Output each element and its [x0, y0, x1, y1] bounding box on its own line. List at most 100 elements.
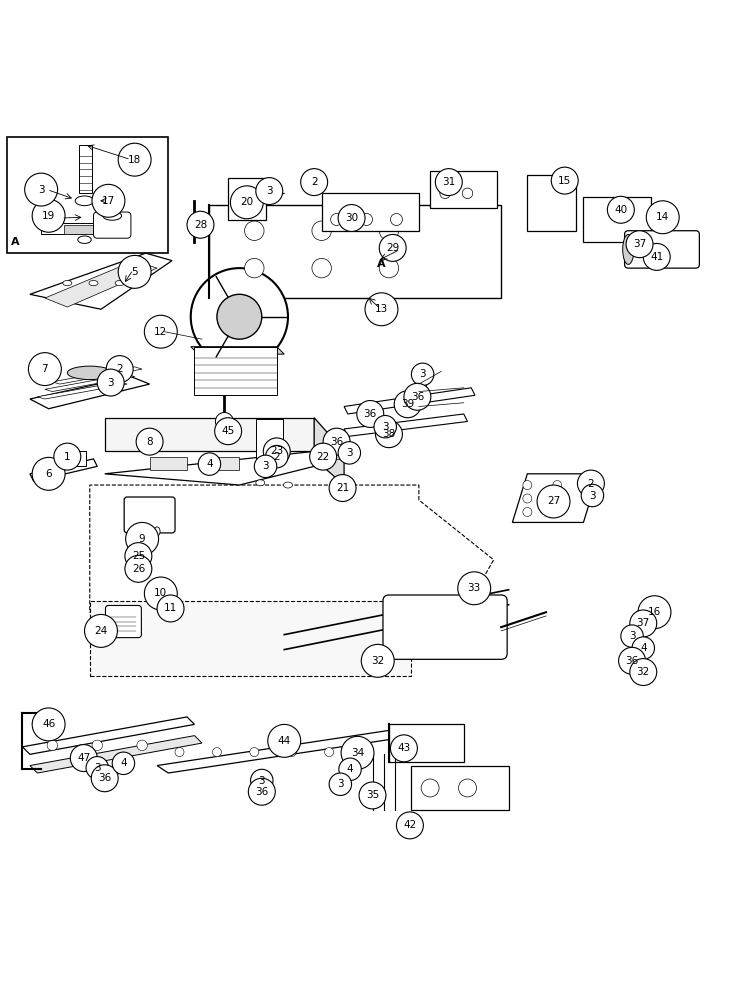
Text: 22: 22 — [316, 452, 330, 462]
Text: 30: 30 — [345, 213, 358, 223]
Text: 36: 36 — [98, 773, 111, 783]
Circle shape — [577, 470, 604, 497]
Circle shape — [362, 748, 371, 757]
Circle shape — [266, 445, 288, 468]
Circle shape — [157, 595, 184, 622]
Circle shape — [215, 418, 242, 445]
Ellipse shape — [67, 366, 112, 380]
Circle shape — [630, 610, 657, 637]
Text: 41: 41 — [650, 252, 663, 262]
Circle shape — [32, 457, 65, 490]
Circle shape — [310, 443, 337, 470]
Circle shape — [638, 596, 671, 629]
Circle shape — [97, 369, 124, 396]
Circle shape — [553, 507, 562, 516]
Text: A: A — [377, 259, 386, 269]
Circle shape — [125, 555, 152, 582]
FancyBboxPatch shape — [124, 497, 175, 533]
Circle shape — [435, 169, 462, 196]
Circle shape — [619, 647, 646, 674]
Text: 3: 3 — [263, 461, 269, 471]
Text: 17: 17 — [102, 196, 115, 206]
Polygon shape — [322, 193, 419, 231]
Circle shape — [54, 443, 81, 470]
Ellipse shape — [78, 236, 91, 243]
Circle shape — [523, 494, 532, 503]
Circle shape — [245, 221, 264, 240]
Polygon shape — [344, 388, 475, 414]
Text: 27: 27 — [547, 496, 560, 506]
Text: 4: 4 — [640, 643, 646, 653]
Text: 28: 28 — [194, 220, 207, 230]
Circle shape — [646, 201, 679, 234]
Text: 36: 36 — [330, 437, 343, 447]
Circle shape — [92, 184, 125, 217]
Polygon shape — [30, 377, 150, 409]
Text: 12: 12 — [154, 327, 168, 337]
Text: 42: 42 — [403, 820, 417, 830]
Text: 3: 3 — [382, 422, 388, 432]
Polygon shape — [90, 485, 494, 612]
Circle shape — [359, 782, 386, 809]
Text: 3: 3 — [108, 378, 114, 388]
Circle shape — [537, 485, 570, 518]
FancyBboxPatch shape — [256, 419, 283, 461]
Polygon shape — [41, 223, 127, 234]
Text: 35: 35 — [366, 790, 379, 800]
Ellipse shape — [205, 463, 214, 469]
Circle shape — [632, 637, 654, 659]
Text: 29: 29 — [386, 243, 399, 253]
Circle shape — [28, 353, 61, 386]
Polygon shape — [527, 175, 576, 231]
Text: 19: 19 — [42, 211, 55, 221]
Text: 44: 44 — [278, 736, 291, 746]
Circle shape — [357, 401, 384, 427]
Text: 37: 37 — [633, 239, 646, 249]
Polygon shape — [344, 414, 468, 436]
Circle shape — [607, 196, 634, 223]
Text: 6: 6 — [46, 469, 52, 479]
Circle shape — [126, 522, 159, 555]
Text: 5: 5 — [132, 267, 138, 277]
Circle shape — [621, 625, 643, 647]
FancyBboxPatch shape — [105, 605, 141, 638]
Polygon shape — [512, 474, 598, 522]
FancyBboxPatch shape — [7, 137, 168, 253]
Circle shape — [215, 412, 233, 430]
Text: 15: 15 — [558, 176, 571, 186]
Circle shape — [523, 507, 532, 516]
Circle shape — [217, 294, 262, 339]
Bar — [64, 451, 86, 466]
Polygon shape — [45, 374, 135, 392]
Text: 37: 37 — [637, 618, 650, 628]
Ellipse shape — [89, 280, 98, 286]
Polygon shape — [194, 347, 277, 395]
Circle shape — [365, 293, 398, 326]
Circle shape — [374, 415, 396, 438]
Circle shape — [112, 752, 135, 775]
Polygon shape — [64, 225, 105, 234]
Circle shape — [375, 421, 402, 448]
Circle shape — [553, 481, 562, 490]
Circle shape — [630, 659, 657, 686]
Polygon shape — [22, 717, 194, 754]
Circle shape — [256, 178, 283, 205]
Text: 4: 4 — [347, 764, 353, 774]
Text: 21: 21 — [336, 483, 349, 493]
Ellipse shape — [115, 280, 124, 286]
Circle shape — [86, 757, 108, 779]
Circle shape — [390, 214, 402, 225]
Circle shape — [118, 143, 151, 176]
Ellipse shape — [256, 480, 265, 486]
Circle shape — [440, 188, 450, 199]
Circle shape — [175, 748, 184, 757]
Circle shape — [32, 199, 65, 232]
Circle shape — [47, 740, 58, 751]
Text: 11: 11 — [164, 603, 177, 613]
Polygon shape — [430, 171, 497, 208]
Circle shape — [251, 769, 273, 792]
Polygon shape — [45, 261, 157, 307]
Text: 24: 24 — [94, 626, 108, 636]
Bar — [202, 457, 239, 470]
Text: 13: 13 — [375, 304, 388, 314]
